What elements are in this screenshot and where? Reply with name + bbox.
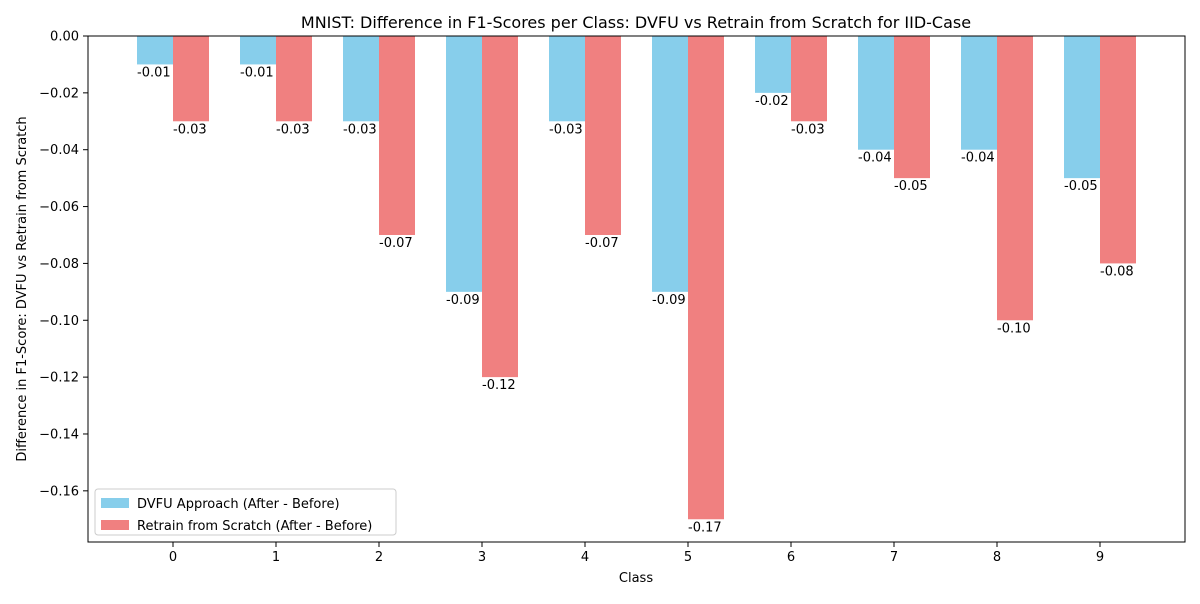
- bar-series2-class-4: [585, 36, 621, 235]
- plot-frame: [87, 35, 1186, 543]
- data-label: -0.03: [343, 122, 377, 137]
- data-label: -0.08: [1100, 264, 1134, 279]
- data-label: -0.03: [549, 122, 583, 137]
- bar-series1-class-3: [446, 36, 482, 292]
- bar-series1-class-4: [549, 36, 585, 122]
- y-tick-label: −0.10: [39, 314, 79, 329]
- y-tick-label: −0.08: [39, 257, 79, 272]
- y-axis-label: Difference in F1-Score: DVFU vs Retrain …: [15, 116, 30, 461]
- x-tick-label: 9: [1096, 550, 1104, 565]
- data-label: -0.07: [585, 236, 619, 251]
- data-label: -0.07: [379, 236, 413, 251]
- bar-series1-class-1: [240, 36, 276, 65]
- x-tick-label: 6: [787, 550, 795, 565]
- data-label: -0.05: [1064, 179, 1098, 194]
- x-tick-label: 0: [169, 550, 177, 565]
- data-label: -0.03: [791, 122, 825, 137]
- data-label: -0.02: [755, 94, 789, 109]
- data-label: -0.04: [858, 151, 892, 166]
- bar-series1-class-2: [343, 36, 379, 122]
- y-tick-label: 0.00: [50, 30, 79, 45]
- bar-series1-class-5: [652, 36, 688, 292]
- bar-series2-class-5: [688, 36, 724, 520]
- bar-series2-class-6: [791, 36, 827, 122]
- data-label: -0.05: [894, 179, 928, 194]
- bar-series1-class-0: [137, 36, 173, 65]
- x-tick-label: 7: [890, 550, 898, 565]
- bar-series2-class-8: [997, 36, 1033, 321]
- y-tick-label: −0.02: [39, 86, 79, 101]
- bar-series2-class-0: [173, 36, 209, 122]
- x-tick-label: 2: [375, 550, 383, 565]
- data-label: -0.03: [173, 122, 207, 137]
- y-tick-label: −0.12: [39, 371, 79, 386]
- bar-series1-class-8: [961, 36, 997, 150]
- y-tick-label: −0.06: [39, 200, 79, 215]
- data-label: -0.03: [276, 122, 310, 137]
- data-label: -0.17: [688, 520, 722, 535]
- bar-series1-class-9: [1064, 36, 1100, 179]
- bar-series2-class-9: [1100, 36, 1136, 264]
- legend-box: [94, 488, 397, 536]
- data-label: -0.01: [240, 65, 274, 80]
- x-tick-label: 1: [272, 550, 280, 565]
- bar-series1-class-6: [755, 36, 791, 93]
- data-label: -0.04: [961, 151, 995, 166]
- bar-series2-class-7: [894, 36, 930, 179]
- x-tick-label: 4: [581, 550, 589, 565]
- bar-series1-class-7: [858, 36, 894, 150]
- data-label: -0.12: [482, 378, 516, 393]
- y-axis: 0.00 −0.02 −0.04 −0.06 −0.08 −0.10 −0.12 −0.14 −…: [39, 30, 88, 499]
- y-tick-label: −0.14: [39, 427, 79, 442]
- data-label: -0.09: [446, 293, 480, 308]
- y-tick-label: −0.16: [39, 484, 79, 499]
- data-label: -0.01: [137, 65, 171, 80]
- data-label: -0.10: [997, 321, 1031, 336]
- bar-series2-class-3: [482, 36, 518, 378]
- bar-series2-class-1: [276, 36, 312, 122]
- bar-series2-class-2: [379, 36, 415, 235]
- x-axis: 0 1 2 3 4 5 6 7 8 9: [169, 542, 1104, 565]
- legend-label: DVFU Approach (After - Before): [137, 497, 340, 512]
- x-axis-label: Class: [619, 571, 653, 586]
- chart-title: MNIST: Difference in F1-Scores per Class…: [301, 13, 971, 32]
- legend-swatch: [101, 520, 129, 530]
- legend: DVFU Approach (After - Before) Retrain fr…: [94, 488, 397, 536]
- legend-label: Retrain from Scratch (After - Before): [137, 519, 372, 534]
- x-tick-label: 8: [993, 550, 1001, 565]
- data-label: -0.09: [652, 293, 686, 308]
- x-tick-label: 5: [684, 550, 692, 565]
- y-tick-label: −0.04: [39, 143, 79, 158]
- plot-area: -0.01 -0.01 -0.03 -0.09 -0.03 -0.09 -0.02 -0.04…: [137, 36, 1136, 535]
- legend-swatch: [101, 498, 129, 508]
- x-tick-label: 3: [478, 550, 486, 565]
